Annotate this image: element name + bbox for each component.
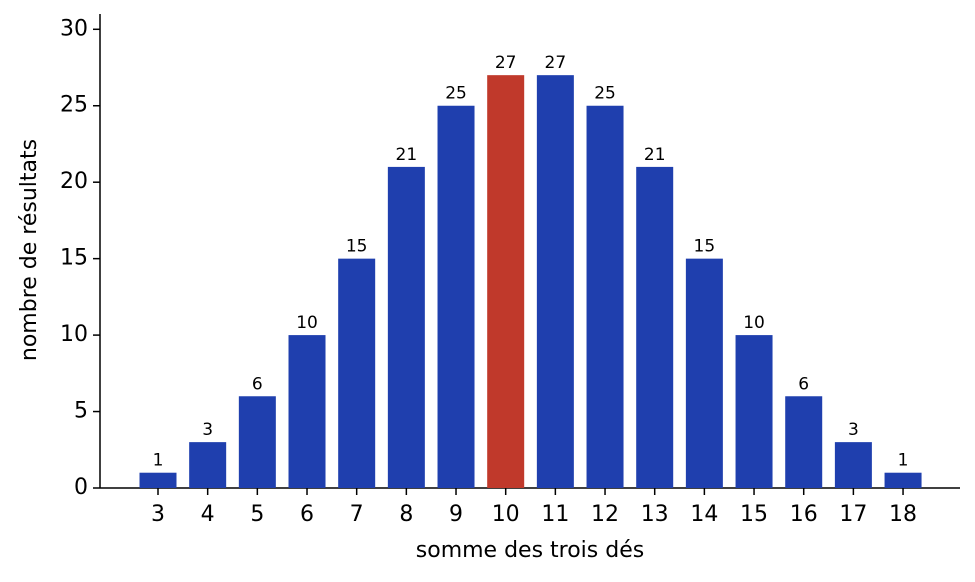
bar [288,335,326,488]
x-tick-label: 13 [641,502,669,527]
x-tick-label: 9 [449,502,463,527]
x-tick-label: 11 [541,502,569,527]
bar [238,396,276,488]
x-tick-label: 7 [350,502,364,527]
data-label: 21 [396,145,418,165]
x-tick-label: 3 [151,502,165,527]
bar [189,442,227,488]
data-label: 15 [694,237,716,257]
data-label: 3 [202,420,213,440]
data-label: 25 [594,84,616,104]
bar [636,166,674,488]
data-label: 27 [495,53,517,73]
data-label: 15 [346,237,368,257]
y-tick-label: 15 [60,246,88,271]
y-axis-label: nombre de résultats [17,139,42,361]
x-tick-label: 4 [201,502,215,527]
bar [586,105,624,488]
y-tick-label: 10 [60,322,88,347]
x-tick-label: 17 [839,502,867,527]
x-axis-label: somme des trois dés [416,538,644,563]
data-label: 6 [798,374,809,394]
data-label: 10 [296,313,318,333]
x-tick-label: 12 [591,502,619,527]
bar [834,442,872,488]
bar [487,75,525,489]
bar [685,258,723,488]
data-label: 25 [445,84,467,104]
y-tick-label: 20 [60,169,88,194]
data-label: 21 [644,145,666,165]
bar [884,472,922,488]
x-tick-label: 14 [690,502,718,527]
bar [338,258,376,488]
x-tick-label: 5 [250,502,264,527]
x-tick-label: 8 [399,502,413,527]
data-label: 3 [848,420,859,440]
bar [785,396,823,488]
y-tick-label: 25 [60,93,88,118]
x-tick-label: 16 [790,502,818,527]
data-label: 10 [743,313,765,333]
data-label: 1 [153,451,164,471]
y-tick-label: 0 [74,475,88,500]
bar [437,105,475,488]
x-tick-label: 18 [889,502,917,527]
data-label: 6 [252,374,263,394]
y-tick-label: 30 [60,16,88,41]
bar [735,335,773,488]
bar [139,472,177,488]
data-label: 1 [898,451,909,471]
bar [387,166,425,488]
y-tick-label: 5 [74,399,88,424]
bar [536,75,574,489]
x-tick-label: 15 [740,502,768,527]
x-tick-label: 6 [300,502,314,527]
data-label: 27 [545,53,567,73]
x-tick-label: 10 [492,502,520,527]
